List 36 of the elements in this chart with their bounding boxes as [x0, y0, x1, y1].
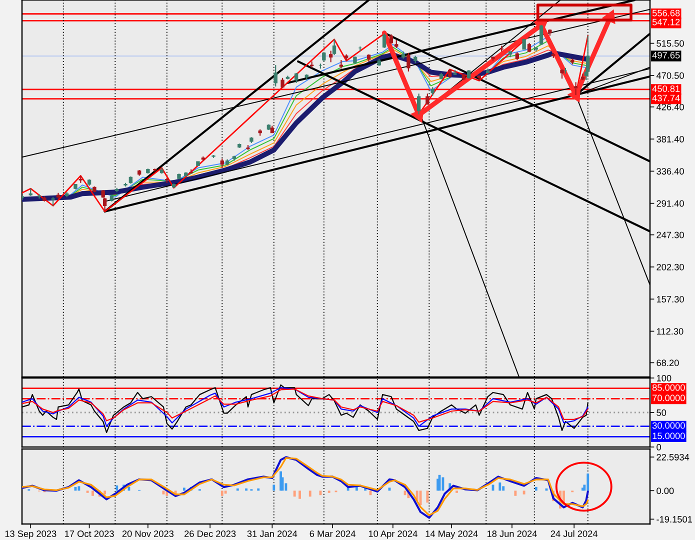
y-tick-label: -19.1501	[656, 516, 692, 523]
x-tick-label: 20 Nov 2023	[122, 530, 174, 537]
y-tick-label: 50	[656, 409, 666, 416]
ref-line-label: 30.0000	[652, 422, 685, 429]
x-tick-label: 10 Apr 2024	[368, 530, 418, 539]
y-tick-label: 426.40	[656, 104, 684, 110]
x-tick-label: 26 Dec 2023	[184, 530, 236, 537]
y-tick-label: 0	[656, 444, 661, 450]
ref-line-label: 85.0000	[652, 384, 685, 391]
ref-line-label: 70.0000	[652, 394, 685, 402]
y-tick-label: 68.20	[656, 360, 679, 366]
y-tick-label: 381.40	[656, 136, 684, 142]
ref-line-label: 547.12	[652, 18, 680, 26]
ref-line-label: 15.0000	[652, 432, 685, 440]
x-tick-label: 6 Mar 2024	[310, 530, 356, 537]
x-tick-label: 31 Jan 2024	[247, 530, 298, 537]
y-tick-label: 202.30	[656, 264, 684, 270]
y-tick-label: 291.40	[656, 200, 684, 207]
x-tick-label: 14 May 2024	[426, 530, 478, 539]
x-tick-label: 18 Jun 2024	[487, 530, 537, 537]
y-tick-label: 0.00	[656, 488, 674, 494]
ref-line-label: 437.74	[652, 94, 680, 102]
ref-line-label: 556.68	[652, 10, 680, 16]
y-tick-label: 515.50	[656, 40, 684, 47]
ref-line-label: 450.81	[652, 85, 680, 92]
x-tick-label: 13 Sep 2023	[5, 530, 56, 539]
y-tick-label: 112.30	[656, 328, 684, 335]
x-tick-label: 17 Oct 2023	[65, 530, 114, 537]
y-tick-label: 247.30	[656, 232, 684, 238]
ref-line-label: 497.65	[652, 52, 680, 58]
y-tick-label: 336.40	[656, 168, 684, 175]
y-tick-label: 470.50	[656, 72, 684, 79]
y-tick-label: 100	[656, 374, 672, 382]
y-tick-label: 22.5934	[656, 454, 690, 460]
x-tick-label: 24 Jul 2024	[550, 530, 598, 537]
y-tick-label: 157.30	[656, 296, 684, 302]
